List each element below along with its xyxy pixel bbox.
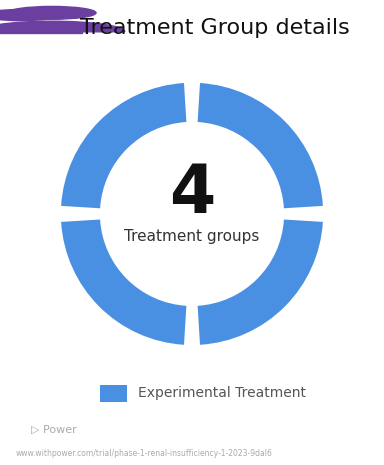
- Text: Experimental Treatment: Experimental Treatment: [138, 386, 306, 400]
- Text: www.withpower.com/trial/phase-1-renal-insufficiency-1-2023-9dal6: www.withpower.com/trial/phase-1-renal-in…: [15, 449, 272, 458]
- Wedge shape: [0, 21, 125, 32]
- FancyBboxPatch shape: [100, 385, 127, 402]
- Wedge shape: [198, 83, 323, 208]
- Circle shape: [8, 7, 96, 19]
- Text: 4: 4: [169, 161, 215, 227]
- Wedge shape: [0, 25, 83, 33]
- Wedge shape: [61, 219, 186, 345]
- Circle shape: [0, 9, 60, 20]
- Text: ▷ Power: ▷ Power: [31, 425, 76, 435]
- Wedge shape: [61, 83, 186, 208]
- Text: Treatment Group details: Treatment Group details: [80, 18, 350, 38]
- Text: Treatment groups: Treatment groups: [124, 229, 260, 244]
- Wedge shape: [198, 219, 323, 345]
